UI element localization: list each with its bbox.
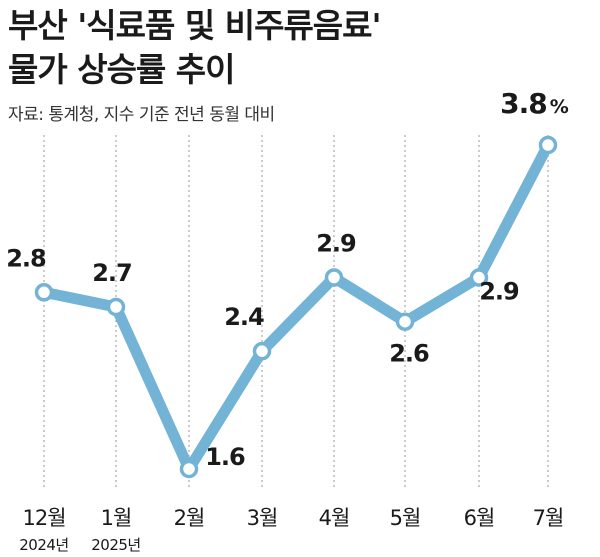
x-tick-label-4: 3월 [247,506,278,530]
x-tick-label-6: 5월 [390,506,421,530]
data-label-8: 3.8% [500,87,569,120]
x-tick-label-8: 7월 [533,506,564,530]
chart-title-line2: 물가 상승률 추이 [8,50,235,89]
x-year-label-1: 2024년 [19,536,68,554]
data-label-5: 2.9 [316,230,356,258]
x-tick-label-1: 12월 [22,506,65,530]
data-label-7: 2.9 [479,278,519,306]
data-label-6: 2.6 [389,340,429,368]
data-point-6 [395,312,415,331]
data-label-2: 2.7 [92,259,132,287]
x-tick-label-2: 1월 [101,506,132,530]
x-tick-label-7: 6월 [464,506,495,530]
data-point-8 [538,135,558,155]
source-note: 자료: 통계청, 지수 기준 전년 동월 대비 [8,105,275,125]
data-point-4 [252,341,272,361]
chart-title-line1: 부산 '식료품 및 비주류음료' [8,6,382,45]
data-point-1 [34,283,54,302]
data-label-3: 1.6 [205,443,245,471]
series-line [38,139,554,475]
data-point-3 [179,459,199,479]
data-point-7 [469,268,489,287]
x-tick-label-3: 2월 [174,506,205,530]
data-label-1: 2.8 [6,244,46,272]
x-year-label-2: 2025년 [91,536,140,554]
chart-title: 부산 '식료품 및 비주류음료' 물가 상승률 추이 [8,4,382,92]
data-point-2 [106,297,126,317]
data-point-5 [324,268,344,287]
data-label-4: 2.4 [224,303,264,331]
x-tick-label-5: 4월 [319,506,350,530]
